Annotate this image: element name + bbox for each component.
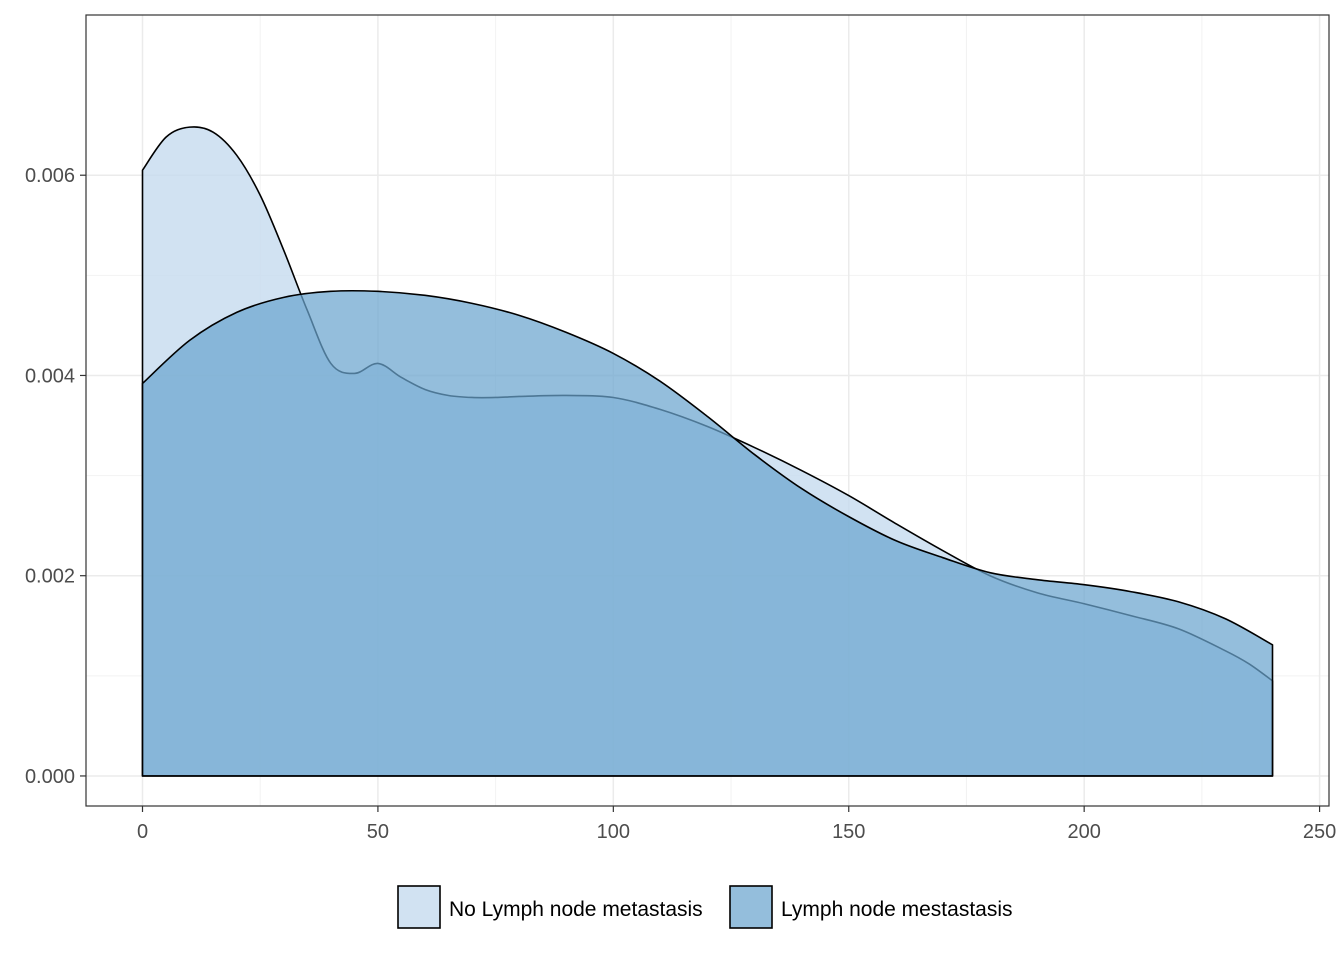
x-tick-label: 150: [832, 821, 865, 843]
x-tick-label: 200: [1067, 821, 1100, 843]
x-tick-label: 50: [367, 821, 389, 843]
x-tick-label: 250: [1303, 821, 1336, 843]
legend-label-series-2: Lymph node mestastasis: [781, 898, 1013, 921]
y-tick-label: 0.002: [25, 566, 75, 588]
axes: 0 50 100 150 200 250 0.000 0.002 0.004 0.006: [25, 165, 1336, 843]
density-areas: [141, 126, 1274, 777]
density-area-series-2: [141, 289, 1274, 777]
y-tick-label: 0.000: [25, 766, 75, 788]
panel-border: [85, 14, 1330, 807]
y-tick-label: 0.006: [25, 165, 75, 187]
x-tick-label: 0: [137, 821, 148, 843]
legend-key-series-1: [397, 885, 441, 929]
legend-label-series-1: No Lymph node metastasis: [449, 898, 703, 921]
x-tick-label: 100: [597, 821, 630, 843]
y-tick-label: 0.004: [25, 365, 75, 387]
legend-key-series-2: [729, 885, 773, 929]
legend: No Lymph node metastasis Lymph node mesta…: [397, 885, 1013, 929]
